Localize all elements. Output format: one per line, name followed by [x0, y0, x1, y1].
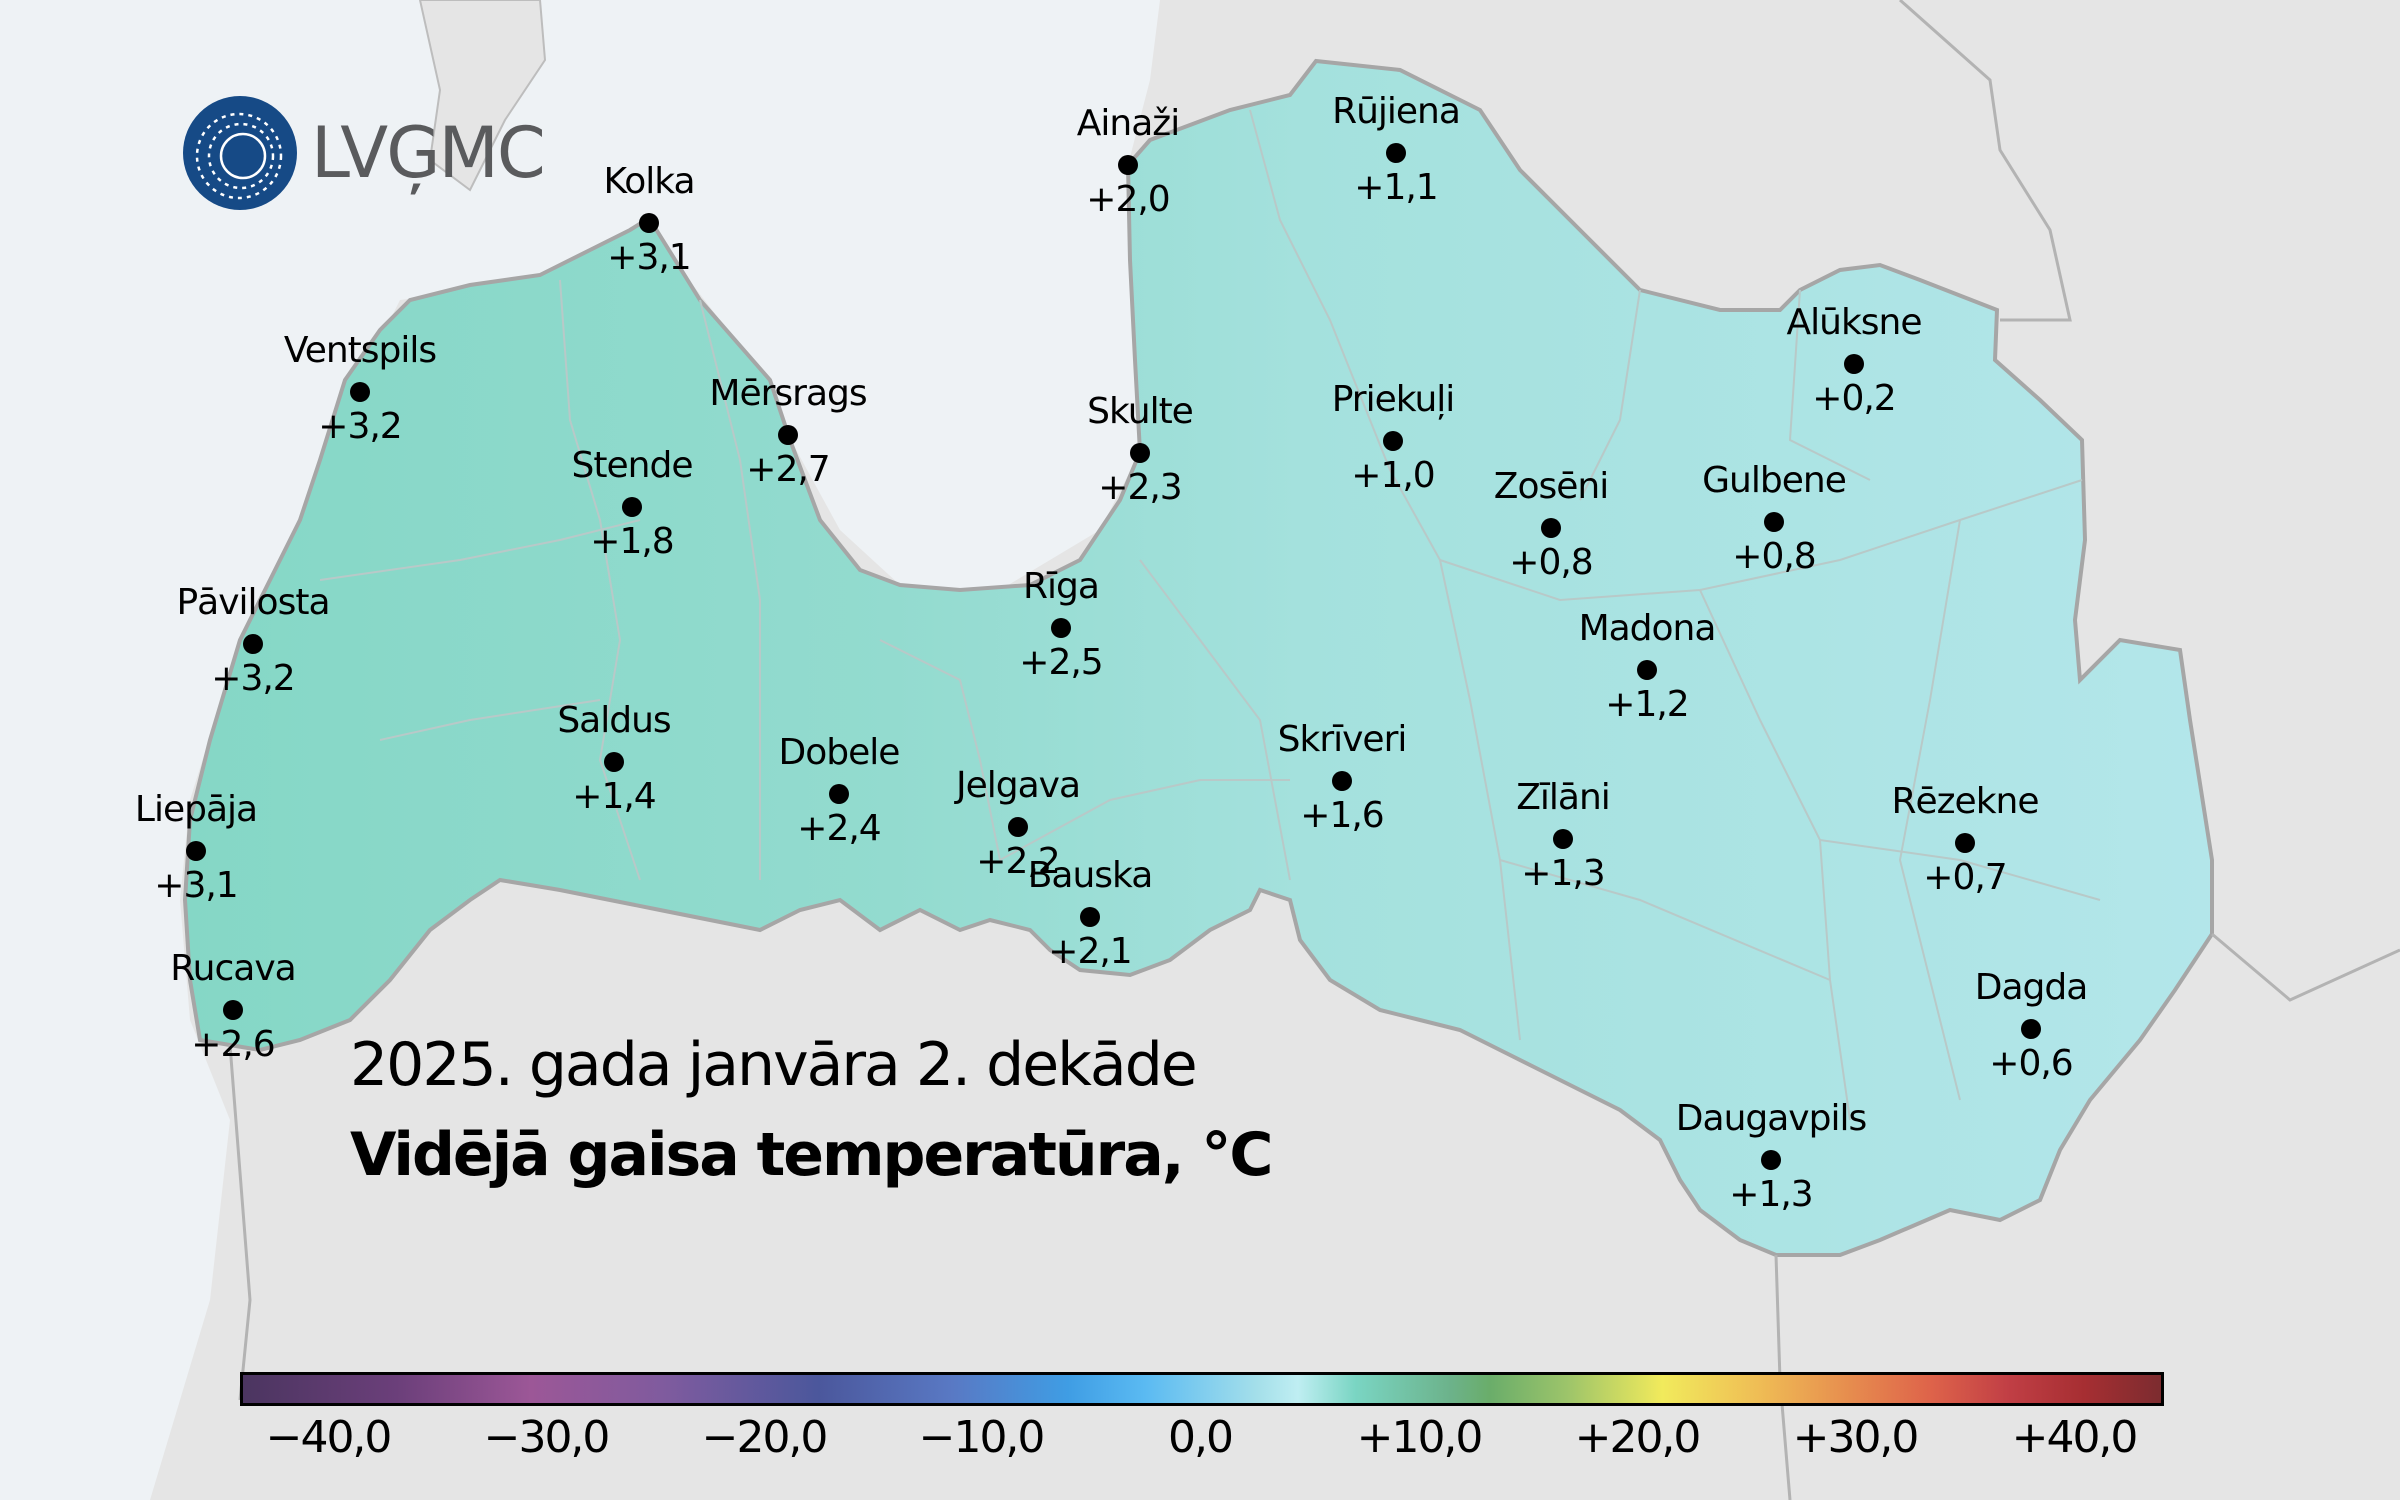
station-dot-icon: [1130, 443, 1150, 463]
station-dot-icon: [1008, 817, 1028, 837]
station-name: Ainaži: [1076, 103, 1180, 144]
station-name: Daugavpils: [1675, 1098, 1867, 1139]
station-name: Rūjiena: [1332, 91, 1461, 132]
station-value: +0,8: [1509, 542, 1593, 583]
station-value: +1,8: [590, 521, 674, 562]
lvgmc-logo-text: LVĢMC: [311, 112, 546, 194]
station-name: Alūksne: [1786, 302, 1922, 343]
station-dot-icon: [1764, 512, 1784, 532]
baltic-sea: [0, 0, 1160, 1500]
station-dot-icon: [1080, 907, 1100, 927]
station-value: +0,6: [1989, 1043, 2073, 1084]
station-dot-icon: [1761, 1150, 1781, 1170]
temperature-colorbar: [240, 1372, 2164, 1406]
station-value: +2,5: [1019, 642, 1103, 683]
lvgmc-logo: LVĢMC: [183, 96, 546, 210]
colorbar-tick-label: −10,0: [918, 1412, 1046, 1463]
station-value: +2,1: [1048, 931, 1132, 972]
station-dot-icon: [1541, 518, 1561, 538]
station-name: Skulte: [1087, 391, 1194, 432]
colorbar-tick-label: +40,0: [2011, 1412, 2139, 1463]
station-dot-icon: [622, 497, 642, 517]
station-value: +1,6: [1300, 795, 1384, 836]
colorbar-tick-label: −30,0: [483, 1412, 611, 1463]
station-dot-icon: [223, 1000, 243, 1020]
station-name: Liepāja: [134, 789, 258, 830]
station-value: +1,3: [1729, 1174, 1813, 1215]
station-dot-icon: [1332, 771, 1352, 791]
station-name: Zīlāni: [1516, 777, 1611, 818]
station-name: Dobele: [778, 732, 901, 773]
station-dot-icon: [778, 425, 798, 445]
station-value: +2,7: [746, 449, 830, 490]
station-name: Rēzekne: [1891, 781, 2039, 822]
station-name: Ventspils: [283, 330, 437, 371]
station-name: Mērsrags: [709, 373, 867, 414]
station-name: Zosēni: [1493, 466, 1609, 507]
station-value: +2,2: [976, 841, 1060, 882]
station-dot-icon: [1844, 354, 1864, 374]
station-dot-icon: [604, 752, 624, 772]
station-name: Jelgava: [955, 765, 1081, 806]
colorbar-tick-label: −40,0: [265, 1412, 393, 1463]
station-dot-icon: [1383, 431, 1403, 451]
station-value: +3,2: [211, 658, 295, 699]
station-dot-icon: [1553, 829, 1573, 849]
station-dot-icon: [1955, 833, 1975, 853]
colorbar-tick-label: +30,0: [1792, 1412, 1920, 1463]
country-borders: [228, 0, 2400, 1500]
station-value: +0,2: [1812, 378, 1896, 419]
station-name: Kolka: [603, 161, 695, 202]
colorbar-tick-label: +20,0: [1574, 1412, 1702, 1463]
station-name: Madona: [1578, 608, 1717, 649]
station-dot-icon: [1637, 660, 1657, 680]
station-name: Rīga: [1023, 566, 1100, 607]
station-name: Pāvilosta: [176, 582, 330, 623]
station-value: +0,7: [1923, 857, 2007, 898]
station-name: Skrīveri: [1277, 719, 1408, 760]
saaremaa-island: [418, 0, 547, 192]
colorbar-tick-label: −20,0: [701, 1412, 829, 1463]
station-value: +2,6: [191, 1024, 275, 1065]
station-value: +1,2: [1605, 684, 1689, 725]
municipal-borders: [319, 109, 2101, 1121]
station-value: +0,8: [1732, 536, 1816, 577]
station-value: +3,1: [154, 865, 238, 906]
station-value: +1,4: [572, 776, 656, 817]
station-dot-icon: [350, 382, 370, 402]
station-name: Stende: [571, 445, 694, 486]
station-value: +1,0: [1351, 455, 1435, 496]
station-dot-icon: [1051, 618, 1071, 638]
station-dot-icon: [1386, 143, 1406, 163]
station-name: Priekuļi: [1331, 379, 1456, 420]
station-value: +3,1: [607, 237, 691, 278]
colorbar-tick-label: +10,0: [1356, 1412, 1484, 1463]
station-name: Rucava: [170, 948, 296, 989]
station-name: Gulbene: [1702, 460, 1847, 501]
colorbar-tick-label: 0,0: [1168, 1412, 1234, 1463]
station-value: +3,2: [318, 406, 402, 447]
station-name: Saldus: [557, 700, 671, 741]
map-variable-title: Vidējā gaisa temperatūra, °C: [350, 1120, 1273, 1190]
station-name: Dagda: [1974, 967, 2089, 1008]
station-value: +2,4: [797, 808, 881, 849]
map-period-title: 2025. gada janvāra 2. dekāde: [350, 1030, 1198, 1100]
station-dot-icon: [829, 784, 849, 804]
station-dot-icon: [186, 841, 206, 861]
station-dot-icon: [2021, 1019, 2041, 1039]
station-value: +2,0: [1086, 179, 1170, 220]
latvia-territory: [182, 58, 2214, 1257]
station-name: Bauska: [1027, 855, 1154, 896]
station-dot-icon: [1118, 155, 1138, 175]
station-value: +2,3: [1098, 467, 1182, 508]
station-dot-icon: [639, 213, 659, 233]
station-value: +1,1: [1354, 167, 1438, 208]
station-dot-icon: [243, 634, 263, 654]
lvgmc-logo-emblem-icon: [183, 96, 297, 210]
station-value: +1,3: [1521, 853, 1605, 894]
